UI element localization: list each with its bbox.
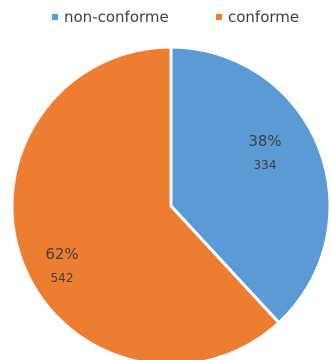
value-label-non-conforme: 334 bbox=[254, 158, 277, 172]
legend-swatch-non-conforme bbox=[52, 14, 58, 20]
legend-label-non-conforme: non-conforme bbox=[64, 8, 169, 26]
pie-slices bbox=[10, 45, 331, 360]
value-label-conforme: 542 bbox=[51, 271, 74, 285]
percent-label-conforme: 62% bbox=[45, 245, 78, 263]
legend: non-conforme conforme bbox=[52, 8, 299, 26]
data-labels: 38% 334 62% 542 bbox=[45, 132, 281, 285]
legend-label-conforme: conforme bbox=[228, 8, 299, 26]
pie-slice-conforme bbox=[10, 45, 281, 360]
legend-swatch-conforme bbox=[216, 14, 222, 20]
percent-label-non-conforme: 38% bbox=[248, 132, 281, 150]
pie-slice-non-conforme bbox=[169, 45, 331, 325]
